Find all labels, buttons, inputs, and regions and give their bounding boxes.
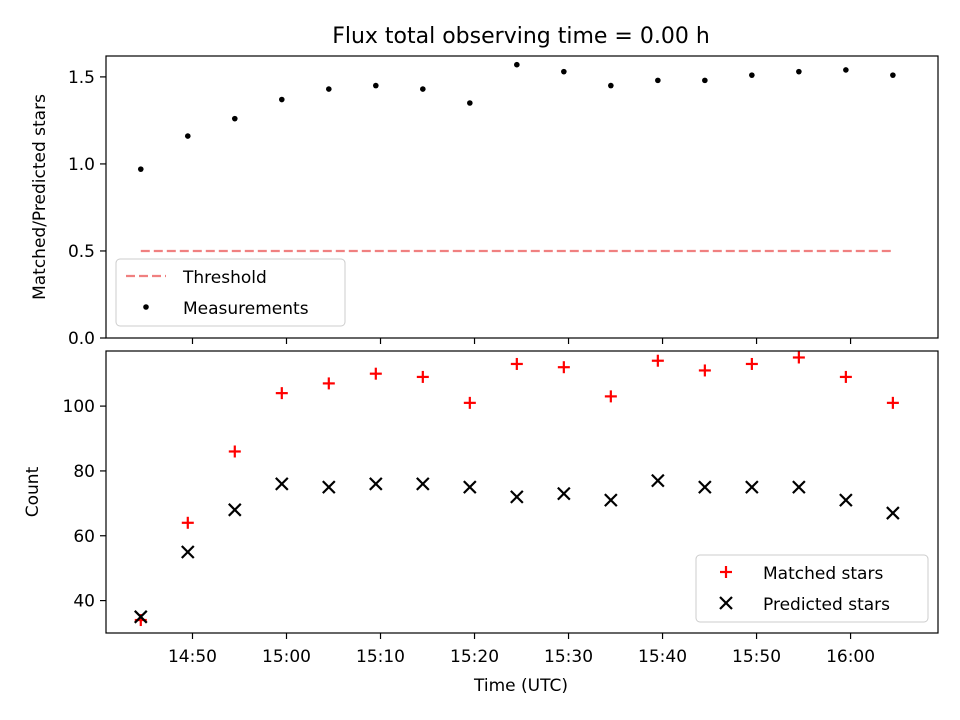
bottom-x-tick-label: 15:40	[638, 647, 687, 667]
matched-star-point	[745, 357, 758, 370]
predicted-stars-points	[134, 473, 900, 624]
bottom-panel: 40 60 80 100 Count 14:50 15:00 15:10 15:20 15:3…	[23, 350, 939, 696]
matched-star-point	[416, 370, 429, 383]
top-legend-box	[115, 258, 346, 327]
measurement-point	[655, 77, 661, 84]
measurement-point	[231, 115, 238, 122]
predicted-star-point	[463, 480, 477, 494]
measurement-point	[420, 86, 426, 92]
legend-predicted-label: Predicted stars	[763, 595, 890, 615]
legend-matched-label: Matched stars	[763, 564, 883, 584]
predicted-star-point	[651, 473, 665, 488]
matched-star-point	[181, 516, 194, 529]
legend-threshold-label: Threshold	[182, 268, 267, 288]
top-x-ticks	[191, 338, 852, 344]
predicted-star-point	[510, 490, 524, 504]
matched-star-point	[698, 364, 711, 377]
top-y-tick-label: 1.0	[68, 155, 95, 175]
bottom-y-axis-label: Count	[23, 466, 43, 517]
measurement-point	[514, 61, 520, 68]
measurement-point	[843, 67, 849, 73]
measurement-point	[796, 68, 802, 75]
matched-stars-points	[134, 351, 899, 627]
measurement-point	[702, 77, 708, 84]
matched-star-point	[510, 357, 523, 370]
bottom-x-axis: 14:50 15:00 15:10 15:20 15:30 15:40 15:50 16:00	[168, 633, 875, 667]
bottom-y-tick-label: 80	[73, 462, 95, 482]
predicted-star-point	[228, 503, 242, 517]
predicted-star-point	[792, 480, 806, 494]
bottom-y-tick-label: 40	[73, 592, 95, 612]
predicted-star-point	[275, 477, 289, 491]
measurement-point	[749, 72, 755, 78]
legend-measurements-label: Measurements	[183, 299, 309, 319]
legend-predicted-swatch	[719, 596, 733, 610]
bottom-y-axis: 40 60 80 100	[63, 397, 106, 612]
top-panel: 0.0 0.5 1.0 1.5 Matched/Predicted stars Thr…	[30, 55, 939, 349]
predicted-star-point	[369, 477, 383, 491]
top-legend: Threshold Measurements	[115, 258, 346, 327]
top-y-tick-label: 1.5	[68, 68, 95, 88]
bottom-y-tick-label: 100	[63, 397, 95, 417]
legend-matched-swatch	[720, 566, 732, 578]
predicted-star-point	[416, 477, 430, 491]
measurement-point	[561, 68, 567, 75]
predicted-star-point	[557, 486, 571, 501]
chart-title: Flux total observing time = 0.00 h	[332, 24, 710, 49]
measurement-point	[373, 82, 379, 89]
matched-star-point	[651, 354, 664, 367]
bottom-x-tick-label: 14:50	[168, 647, 217, 667]
bottom-legend: Matched stars Predicted stars	[695, 554, 929, 623]
measurement-point	[326, 86, 332, 92]
top-y-axis: 0.0 0.5 1.0 1.5	[68, 68, 106, 349]
predicted-star-point	[886, 506, 900, 520]
measurement-points	[137, 61, 896, 172]
predicted-star-point	[698, 480, 712, 494]
matched-star-point	[369, 367, 382, 380]
bottom-panel-frame	[105, 350, 939, 634]
matched-star-point	[792, 351, 805, 364]
matched-star-point	[886, 396, 899, 409]
bottom-x-tick-label: 15:20	[450, 647, 499, 667]
measurement-point	[184, 133, 191, 139]
predicted-star-point	[604, 493, 618, 507]
matched-star-point	[604, 390, 617, 403]
predicted-star-point	[745, 480, 759, 494]
bottom-legend-box	[695, 554, 929, 623]
top-y-tick-label: 0.0	[68, 329, 95, 349]
measurement-point	[467, 100, 473, 106]
bottom-x-tick-label: 15:10	[356, 647, 405, 667]
predicted-star-point	[322, 480, 336, 494]
bottom-x-tick-label: 15:30	[544, 647, 593, 667]
matched-star-point	[463, 396, 476, 409]
matched-star-point	[557, 361, 570, 374]
predicted-star-point	[839, 493, 853, 507]
top-y-tick-label: 0.5	[68, 242, 95, 262]
matched-star-point	[322, 377, 335, 390]
matched-star-point	[275, 387, 288, 400]
matched-star-point	[228, 445, 241, 458]
bottom-x-tick-label: 15:00	[262, 647, 311, 667]
measurement-point	[608, 82, 614, 89]
top-panel-frame	[105, 55, 939, 339]
bottom-x-axis-label: Time (UTC)	[473, 676, 568, 696]
matched-star-point	[839, 370, 852, 383]
bottom-y-tick-label: 60	[73, 527, 95, 547]
measurement-point	[279, 96, 285, 103]
top-y-axis-label: Matched/Predicted stars	[30, 94, 50, 300]
bottom-x-tick-label: 15:50	[732, 647, 781, 667]
predicted-star-point	[181, 545, 195, 559]
bottom-x-tick-label: 16:00	[826, 647, 875, 667]
measurement-point	[890, 72, 896, 78]
legend-measurements-swatch	[143, 304, 149, 310]
predicted-star-point	[134, 610, 148, 624]
measurement-point	[137, 166, 144, 172]
